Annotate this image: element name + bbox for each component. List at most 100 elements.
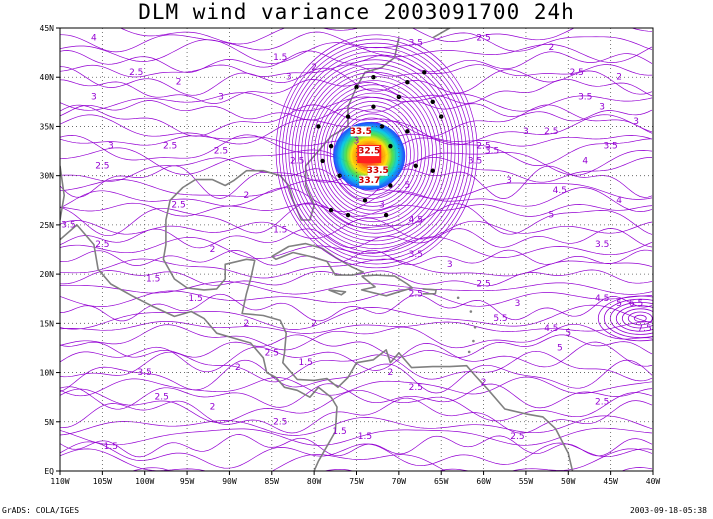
- island: [467, 350, 471, 354]
- contour-line: [60, 202, 653, 237]
- contour-label: 1.5: [358, 432, 372, 442]
- track-point: [405, 129, 410, 134]
- storm-contour-ring: [317, 88, 430, 219]
- contour-label: 1.5: [273, 225, 287, 235]
- contour-label: 2.5: [95, 161, 109, 171]
- contour-label: 4.5: [553, 186, 567, 196]
- track-point: [328, 143, 334, 149]
- longitude-axis: 110W 105W 100W 95W 90W 85W 80W 75W 70W 65W 60W 55W 5…: [50, 471, 660, 486]
- map-title: DLM wind variance 2003091700 24h: [138, 0, 575, 24]
- contour-line: [60, 289, 653, 307]
- contour-line: [60, 397, 653, 434]
- contour-label: 1.5: [299, 358, 313, 368]
- contour-line: [60, 427, 653, 446]
- contour-line: [60, 441, 653, 469]
- contour-ring: [627, 311, 653, 326]
- coast-line: [422, 288, 437, 295]
- track-point: [430, 168, 435, 173]
- contour-label: 2: [311, 319, 317, 329]
- contour-label: 3: [286, 73, 292, 83]
- coast-line: [60, 165, 65, 221]
- storm-contour-ring: [282, 42, 471, 261]
- track-point: [388, 143, 393, 149]
- coast-line: [60, 224, 338, 471]
- lon-tick-label: 65W: [434, 477, 449, 486]
- contour-line: [60, 202, 653, 217]
- contour-label: 3: [354, 137, 360, 147]
- contour-line: [60, 39, 653, 64]
- storm-contour-ring: [294, 59, 456, 246]
- contour-line: [60, 165, 653, 200]
- contour-label: 2.5: [476, 279, 490, 289]
- contour-label: 2.5: [273, 417, 287, 427]
- center-label-bg: [367, 165, 388, 176]
- contour-line: [60, 304, 653, 330]
- island: [473, 325, 477, 329]
- lat-tick-label: 40N: [40, 73, 55, 82]
- contour-line: [60, 64, 653, 78]
- lat-tick-label: 30N: [40, 172, 55, 181]
- contour-label: 4: [582, 156, 588, 166]
- lat-tick-label: EQ: [44, 467, 54, 476]
- track-point: [354, 84, 359, 90]
- contour-line: [60, 334, 653, 358]
- contour-label: 2.5: [510, 432, 524, 442]
- lon-tick-label: 70W: [392, 477, 407, 486]
- contour-label: 2.5: [163, 142, 177, 152]
- lat-tick-label: 35N: [40, 122, 55, 131]
- lon-tick-label: 55W: [519, 477, 534, 486]
- center-label-bg: [359, 175, 380, 186]
- contour-ring: [621, 308, 653, 329]
- center-label-bg: [359, 146, 380, 157]
- contour-label: 3.5: [468, 156, 482, 166]
- contour-label: 3.5: [61, 220, 75, 230]
- coast-line: [428, 28, 451, 39]
- lon-tick-label: 110W: [50, 477, 69, 486]
- contour-label: 1.5: [146, 275, 160, 285]
- track-point: [383, 212, 389, 218]
- contour-label: 2.5: [570, 68, 584, 78]
- contour-label: 2.5: [214, 147, 228, 157]
- contour-label: 2: [548, 43, 554, 53]
- lon-tick-label: 80W: [307, 477, 322, 486]
- contour-line: [60, 281, 653, 295]
- contour-label: 3: [599, 102, 605, 112]
- footer-timestamp: 2003-09-18-05:38: [629, 506, 707, 515]
- contour-line: [60, 293, 653, 322]
- storm-contour-ring: [301, 67, 448, 238]
- island: [469, 310, 473, 313]
- lat-tick-label: 25N: [40, 221, 55, 230]
- contour-line: [131, 467, 653, 471]
- contour-label: 2.5: [265, 348, 279, 358]
- contour-line: [60, 104, 653, 137]
- contour-ring: [609, 302, 653, 335]
- contour-line: [60, 323, 653, 351]
- lon-tick-label: 40W: [646, 477, 661, 486]
- storm-contour-ring: [323, 96, 422, 211]
- lon-tick-label: 90W: [222, 477, 237, 486]
- contour-label: 2: [244, 191, 250, 201]
- storm-peak-label: 33.5: [367, 166, 389, 176]
- contour-label: 4.5: [409, 215, 423, 225]
- storm-peak-label: 33.5: [350, 127, 372, 137]
- contour-label: 5: [557, 343, 563, 353]
- contour-label: 3: [506, 176, 512, 186]
- storm-contour-ring: [320, 92, 426, 215]
- storm-contour-ring: [326, 101, 419, 207]
- contour-label: 3: [447, 260, 453, 270]
- contour-label: 3.5: [578, 92, 592, 102]
- contour-label: 2.5: [95, 240, 109, 250]
- lon-tick-label: 50W: [561, 477, 576, 486]
- contour-ring: [633, 314, 647, 323]
- island: [472, 339, 475, 343]
- contour-label: 2.5: [595, 398, 609, 408]
- contour-label: 3: [218, 92, 224, 102]
- contour-label: 2: [388, 368, 394, 378]
- contour-label: 4.5: [544, 324, 558, 334]
- coast-line: [271, 242, 365, 276]
- lon-tick-label: 95W: [180, 477, 195, 486]
- coast-line: [328, 289, 347, 296]
- storm-contour-ring: [314, 84, 434, 223]
- latitude-axis: EQ 5N 10N 15N 20N 25N 30N 35N 40N 45N: [40, 24, 60, 476]
